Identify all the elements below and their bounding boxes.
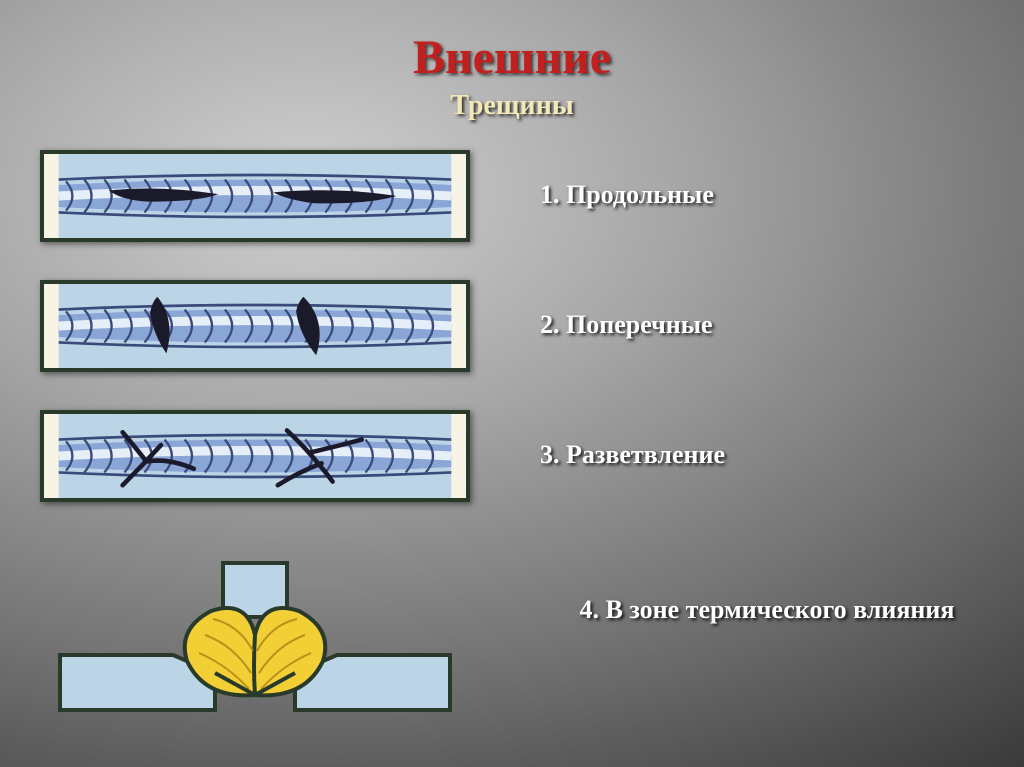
cross-section-svg [55,555,455,720]
caption-1: 1. Продольные [540,180,994,210]
caption-4: 4. В зоне термического влияния [540,595,994,625]
caption-3: 3. Разветвление [540,440,994,470]
weld-branching-svg [44,414,466,498]
panel-transverse [40,280,470,372]
slide: Внешние Трещины [0,0,1024,767]
caption-2: 2. Поперечные [540,310,994,340]
weld-transverse-svg [44,284,466,368]
panel-longitudinal [40,150,470,242]
panel-branching [40,410,470,502]
slide-subtitle: Трещины [0,90,1024,122]
panel-haz [55,555,455,720]
weld-longitudinal-svg [44,154,466,238]
slide-title: Внешние [0,30,1024,85]
